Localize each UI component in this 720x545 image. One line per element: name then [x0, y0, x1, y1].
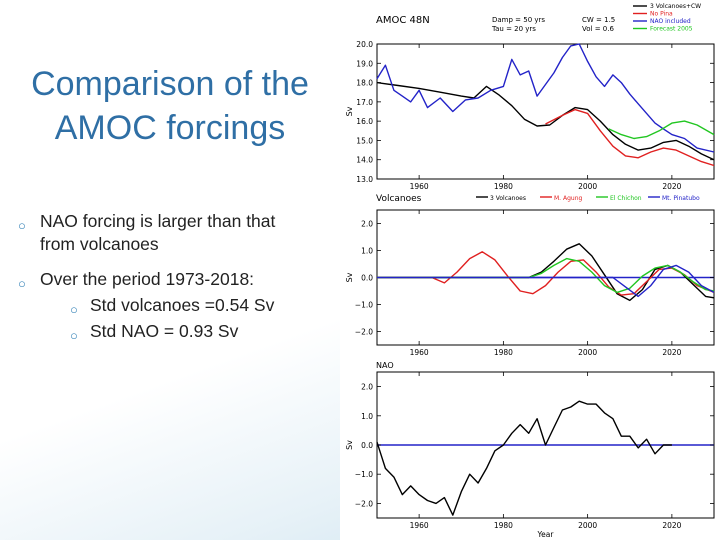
y-tick-label: 1.0 [361, 412, 373, 421]
x-tick-label: 2000 [578, 182, 597, 191]
param-label: Tau = 20 yrs [491, 25, 536, 33]
series-line-3-volcanoes [377, 243, 715, 302]
y-tick-label: −1.0 [355, 301, 373, 310]
legend-label: NAO included [650, 18, 691, 25]
legend-label: 3 Volcanoes+CW [650, 3, 701, 10]
legend-label: M. Agung [554, 195, 583, 202]
bullet-text: Over the period 1973-2018: [40, 269, 255, 289]
chart-panel-1: 13.0 14.0 15.0 16.0 17.0 18.0 19.0 20.0 1960 1980… [345, 40, 715, 191]
y-axis-label: Sv [345, 106, 354, 116]
y-axis-label: Sv [345, 272, 354, 282]
slide-title: Comparison of the AMOC forcings [0, 62, 340, 150]
y-tick-label: 16.0 [356, 117, 373, 126]
legend-label: 3 Volcanoes [490, 195, 526, 202]
y-tick-label: 2.0 [361, 383, 373, 392]
bullet-list: ○ NAO forcing is larger than that from v… [18, 210, 338, 355]
x-tick-label: 2020 [662, 182, 681, 191]
bullet-marker-icon: ○ [70, 302, 78, 317]
y-tick-label: 14.0 [356, 156, 373, 165]
y-tick-label: −2.0 [355, 499, 373, 508]
series-line-el-chichon [377, 257, 715, 294]
param-label: CW = 1.5 [582, 16, 615, 24]
series-line-nao-included [376, 43, 715, 153]
x-tick-label: 2020 [662, 348, 681, 357]
chart-panel-3: 2.0 1.0 0.0 −1.0 −2.0 1960 1980 2000 2020 Sv Year [345, 371, 715, 539]
bullet-marker-icon: ○ [18, 218, 26, 233]
param-label: Damp = 50 yrs [492, 16, 545, 24]
plot-frame [376, 43, 715, 180]
figure-panel: 13.0 14.0 15.0 16.0 17.0 18.0 19.0 20.0 1960 1980… [340, 0, 720, 540]
series-line-mt-pinatubo [377, 264, 715, 298]
x-axis-label: Year [537, 530, 555, 539]
y-axis-label: Sv [345, 440, 354, 450]
series-line-m-agung [377, 251, 715, 296]
x-tick-label: 1980 [494, 182, 513, 191]
series-line-no-pina [545, 108, 715, 167]
x-tick-label: 1980 [494, 348, 513, 357]
bullet-text: NAO forcing is larger than that [40, 211, 276, 231]
y-tick-label: 17.0 [356, 98, 373, 107]
y-tick-label: 1.0 [361, 247, 373, 256]
y-tick-label: −1.0 [355, 470, 373, 479]
y-tick-label: 15.0 [356, 136, 373, 145]
bullet-marker-icon: ○ [18, 276, 26, 291]
y-tick-label: −2.0 [355, 328, 373, 337]
title-line-1: Comparison of the [31, 65, 309, 103]
legend-label: No Pina [650, 11, 673, 18]
sub-bullet-text: Std NAO = 0.93 Sv [90, 321, 239, 341]
x-tick-label: 2000 [578, 521, 597, 530]
bullet-text: from volcanoes [40, 234, 159, 254]
x-tick-label: 2000 [578, 348, 597, 357]
x-tick-label: 1960 [410, 348, 429, 357]
series-line-forecast-2005 [608, 120, 715, 140]
bullet-item: ○ Over the period 1973-2018: ○ Std volca… [18, 268, 338, 343]
y-tick-label: 0.0 [361, 441, 373, 450]
x-tick-label: 1960 [410, 182, 429, 191]
sub-bullet-item: ○ Std NAO = 0.93 Sv [70, 320, 338, 343]
y-tick-label: 13.0 [356, 175, 373, 184]
chart-title: AMOC 48N [376, 15, 430, 26]
legend-label: El Chichon [610, 195, 642, 202]
chart-panel-2: 2.0 1.0 0.0 −1.0 −2.0 1960 1980 2000 2020 Sv [345, 209, 715, 357]
param-label: Vol = 0.6 [582, 25, 614, 33]
chart-title: Volcanoes [376, 194, 422, 204]
x-tick-label: 1980 [494, 521, 513, 530]
legend-label: Forecast 2005 [650, 26, 693, 33]
chart-title: NAO [376, 361, 394, 370]
legend-label: Mt. Pinatubo [662, 195, 700, 202]
bullet-item: ○ NAO forcing is larger than that from v… [18, 210, 338, 256]
y-tick-label: 2.0 [361, 220, 373, 229]
sub-bullet-item: ○ Std volcanoes =0.54 Sv [70, 294, 338, 317]
y-tick-label: 0.0 [361, 274, 373, 283]
x-tick-label: 1960 [410, 521, 429, 530]
bullet-marker-icon: ○ [70, 328, 78, 343]
x-tick-label: 2020 [662, 521, 681, 530]
title-line-2: AMOC forcings [54, 109, 286, 147]
y-tick-label: 19.0 [356, 59, 373, 68]
y-tick-label: 20.0 [356, 40, 373, 49]
y-tick-label: 18.0 [356, 79, 373, 88]
sub-bullet-text: Std volcanoes =0.54 Sv [90, 295, 275, 315]
amoc-figure: 13.0 14.0 15.0 16.0 17.0 18.0 19.0 20.0 1960 1980… [345, 3, 715, 539]
series-line-nao [376, 400, 672, 516]
